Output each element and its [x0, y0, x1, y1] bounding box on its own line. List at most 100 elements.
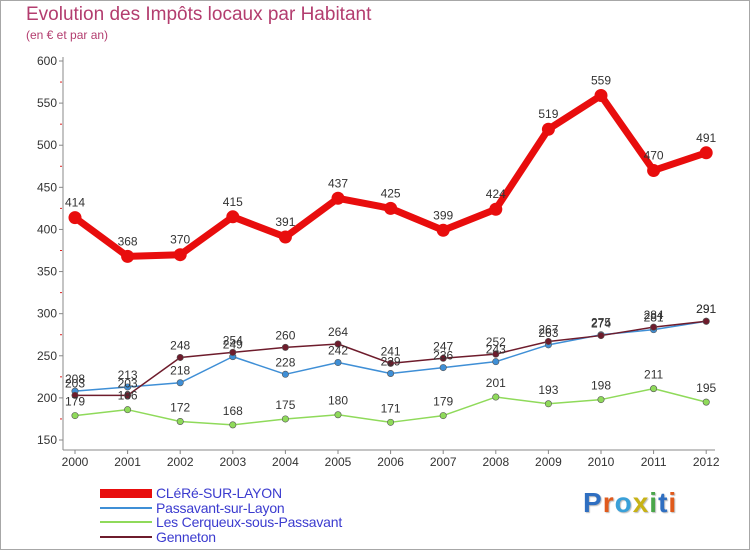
data-label: 414 [65, 196, 85, 210]
chart-title: Evolution des Impôts locaux par Habitant [26, 4, 372, 25]
data-point [436, 223, 450, 237]
data-point [124, 391, 132, 399]
data-label: 179 [433, 395, 453, 409]
data-point [176, 417, 184, 425]
data-point [702, 398, 710, 406]
legend-label: Genneton [156, 529, 216, 545]
data-label: 368 [118, 234, 138, 248]
data-point [281, 343, 289, 351]
data-point [281, 415, 289, 423]
x-tick-label: 2006 [377, 455, 404, 469]
data-point [384, 201, 398, 215]
data-label: 171 [381, 401, 401, 415]
legend-swatch [100, 521, 152, 523]
data-point [387, 418, 395, 426]
data-point [229, 421, 237, 429]
data-label: 203 [65, 376, 85, 390]
y-tick-label: 450 [37, 180, 57, 194]
data-point [334, 359, 342, 367]
data-label: 236 [433, 349, 453, 363]
data-label: 179 [65, 395, 85, 409]
data-label: 559 [591, 74, 611, 88]
data-point [439, 354, 447, 362]
legend-item-clere-sur-layon[interactable]: CLéRé-SUR-LAYON [100, 485, 282, 501]
data-point [387, 369, 395, 377]
x-tick-label: 2007 [430, 455, 457, 469]
data-label: 260 [275, 328, 295, 342]
data-label: 281 [644, 311, 664, 325]
x-tick-label: 2003 [219, 455, 246, 469]
data-point [121, 249, 135, 263]
legend-swatch [100, 507, 152, 509]
data-label: 218 [170, 364, 190, 378]
data-label: 252 [486, 335, 506, 349]
data-point [699, 146, 713, 160]
data-label: 249 [223, 338, 243, 352]
x-tick-label: 2012 [693, 455, 720, 469]
y-tick-label: 400 [37, 222, 57, 236]
y-tick-label: 500 [37, 138, 57, 152]
data-point [278, 230, 292, 244]
data-label: 263 [538, 326, 558, 340]
x-tick-label: 2009 [535, 455, 562, 469]
data-label: 175 [275, 398, 295, 412]
data-label: 229 [381, 354, 401, 368]
data-label: 291 [696, 302, 716, 316]
data-point [439, 364, 447, 372]
data-label: 248 [170, 338, 190, 352]
data-point [281, 370, 289, 378]
data-label: 284 [644, 308, 664, 322]
x-tick-label: 2000 [62, 455, 89, 469]
data-point [387, 359, 395, 367]
data-label: 247 [433, 339, 453, 353]
data-label: 201 [486, 376, 506, 390]
data-label: 203 [118, 376, 138, 390]
data-point [124, 406, 132, 414]
data-point [334, 340, 342, 348]
data-label: 425 [381, 186, 401, 200]
data-label: 491 [696, 131, 716, 145]
y-tick-label: 600 [37, 54, 57, 68]
data-label: 424 [486, 187, 506, 201]
x-tick-label: 2011 [641, 455, 667, 469]
data-point [68, 211, 82, 225]
legend-item-les-cerqueux-sous-passavant[interactable]: Les Cerqueux-sous-Passavant [100, 514, 342, 530]
data-point [331, 191, 345, 205]
data-point [597, 396, 605, 404]
data-label: 264 [328, 325, 348, 339]
data-label: 470 [644, 148, 664, 162]
data-label: 211 [644, 368, 663, 382]
data-label: 267 [538, 322, 558, 336]
legend-label: Passavant-sur-Layon [156, 500, 285, 516]
data-point [71, 412, 79, 420]
legend-label: CLéRé-SUR-LAYON [156, 485, 282, 501]
data-point [492, 350, 500, 358]
y-tick-label: 350 [37, 265, 57, 279]
legend-item-genneton[interactable]: Genneton [100, 529, 216, 545]
y-tick-label: 150 [37, 433, 57, 447]
data-point [544, 400, 552, 408]
data-point [229, 348, 237, 356]
data-point [489, 202, 503, 216]
y-tick-label: 200 [37, 391, 57, 405]
data-label: 168 [223, 404, 243, 418]
data-point [594, 89, 608, 103]
data-label: 172 [170, 400, 190, 414]
y-tick-label: 550 [37, 96, 57, 110]
data-label: 274 [591, 317, 611, 331]
x-tick-label: 2001 [114, 455, 141, 469]
data-point [124, 383, 132, 391]
legend-item-passavant-sur-layon[interactable]: Passavant-sur-Layon [100, 500, 285, 516]
data-label: 291 [696, 302, 716, 316]
data-label: 180 [328, 394, 348, 408]
data-point [492, 358, 500, 366]
data-label: 243 [486, 343, 506, 357]
data-label: 391 [275, 215, 295, 229]
data-point [71, 391, 79, 399]
data-point [176, 379, 184, 387]
data-label: 198 [591, 379, 611, 393]
legend-swatch [100, 536, 152, 538]
data-point [541, 122, 555, 136]
